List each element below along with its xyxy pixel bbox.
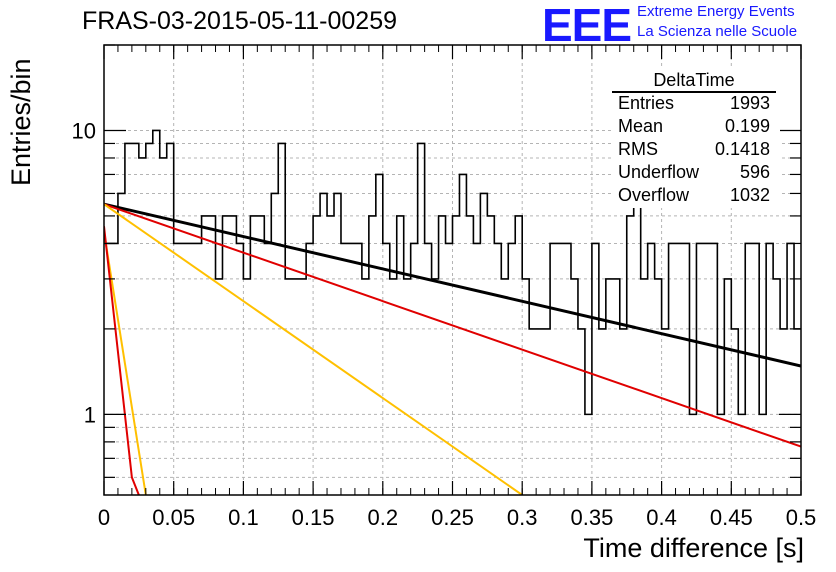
x-tick-label: 0.45 <box>710 505 753 530</box>
logo-mark: EEE <box>542 0 632 51</box>
y-tick-label: 1 <box>84 402 96 427</box>
stats-value: 1032 <box>729 185 770 205</box>
fit-line <box>104 203 523 495</box>
fit-line <box>104 203 801 448</box>
logo-line-1: Extreme Energy Events <box>637 3 795 20</box>
histogram <box>104 129 801 416</box>
stats-row: Entries 1993 <box>618 93 770 115</box>
fit-line <box>104 202 801 368</box>
x-tick-label: 0.25 <box>431 505 474 530</box>
stats-value: 0.199 <box>724 116 770 136</box>
stats-key: Underflow <box>618 162 700 182</box>
axis-ticks <box>103 44 802 495</box>
x-tick-label: 0.2 <box>368 505 399 530</box>
x-tick-label: 0.1 <box>228 505 259 530</box>
x-tick-labels: 0 0.05 0.1 0.15 0.2 0.25 0.3 0.35 0.4 0.45 0.5 <box>98 505 816 530</box>
stats-key: Mean <box>618 116 664 136</box>
logo-line-2: La Scienza nelle Scuole <box>637 23 798 40</box>
chart-title: FRAS-03-2015-05-11-00259 <box>82 7 398 35</box>
x-tick-label: 0.15 <box>292 505 335 530</box>
stats-value: 0.1418 <box>714 139 770 159</box>
y-tick-labels: 1 10 <box>72 118 96 427</box>
x-tick-label: 0.35 <box>570 505 613 530</box>
grid-lines <box>104 45 801 495</box>
stats-row: Overflow 1032 <box>618 185 770 207</box>
stats-box: DeltaTime Entries 1993 Mean 0.199 RMS 0.… <box>612 68 780 208</box>
stats-key: RMS <box>618 139 658 159</box>
x-tick-label: 0.5 <box>786 505 817 530</box>
fit-line <box>104 226 140 495</box>
x-tick-label: 0.4 <box>646 505 677 530</box>
stats-key: Entries <box>618 93 675 113</box>
x-axis-label: Time difference [s] <box>583 533 804 563</box>
stats-value: 1993 <box>729 93 770 113</box>
histogram-outline <box>104 129 801 416</box>
stats-title: DeltaTime <box>653 70 735 90</box>
stats-row: RMS 0.1418 <box>618 139 770 161</box>
stats-row: Underflow 596 <box>618 162 770 184</box>
y-axis-label: Entries/bin <box>6 58 36 186</box>
fit-line <box>104 231 147 495</box>
x-tick-label: 0.3 <box>507 505 538 530</box>
x-tick-label: 0 <box>98 505 110 530</box>
stats-divider <box>612 91 776 93</box>
y-tick-label: 10 <box>72 118 96 143</box>
fit-lines <box>104 202 801 495</box>
stats-row: Mean 0.199 <box>618 116 770 138</box>
stats-value: 596 <box>739 162 770 182</box>
eee-logo: EEE Extreme Energy Events La Scienza nel… <box>542 0 836 51</box>
x-tick-label: 0.05 <box>152 505 195 530</box>
stats-key: Overflow <box>618 185 690 205</box>
